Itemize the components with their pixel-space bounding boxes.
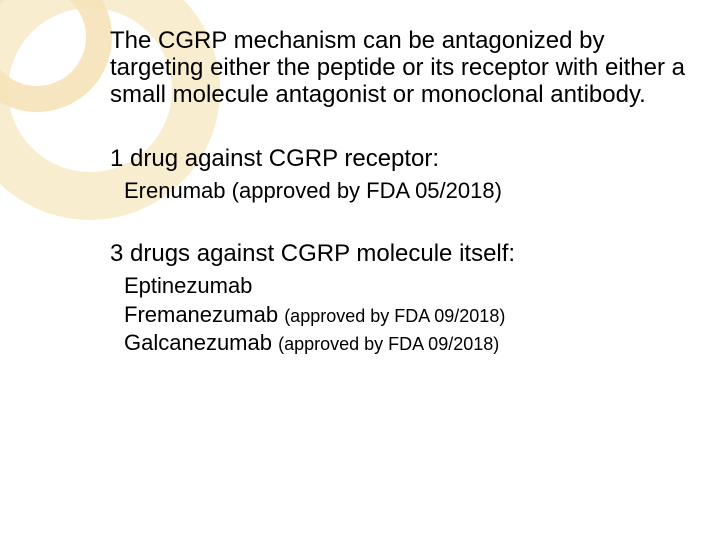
drug-name: Fremanezumab bbox=[124, 302, 284, 327]
drug-line: Eptinezumab bbox=[110, 272, 704, 300]
section-molecule-heading: 3 drugs against CGRP molecule itself: bbox=[110, 240, 704, 269]
intro-paragraph: The CGRP mechanism can be antagonized by… bbox=[110, 28, 704, 109]
drug-line: Galcanezumab (approved by FDA 09/2018) bbox=[110, 329, 704, 357]
drug-note: (approved by FDA 05/2018) bbox=[232, 178, 502, 203]
section-receptor-heading: 1 drug against CGRP receptor: bbox=[110, 145, 704, 174]
slide-content: The CGRP mechanism can be antagonized by… bbox=[110, 28, 704, 391]
drug-name: Eptinezumab bbox=[124, 273, 252, 298]
drug-note: (approved by FDA 09/2018) bbox=[284, 306, 505, 326]
drug-line: Erenumab (approved by FDA 05/2018) bbox=[110, 177, 704, 205]
drug-name: Galcanezumab bbox=[124, 330, 272, 355]
section-receptor: 1 drug against CGRP receptor: Erenumab (… bbox=[110, 145, 704, 206]
drug-name: Erenumab bbox=[124, 178, 226, 203]
ring-inner bbox=[0, 0, 112, 112]
section-molecule: 3 drugs against CGRP molecule itself: Ep… bbox=[110, 240, 704, 357]
drug-note: (approved by FDA 09/2018) bbox=[278, 334, 499, 354]
drug-line: Fremanezumab (approved by FDA 09/2018) bbox=[110, 301, 704, 329]
